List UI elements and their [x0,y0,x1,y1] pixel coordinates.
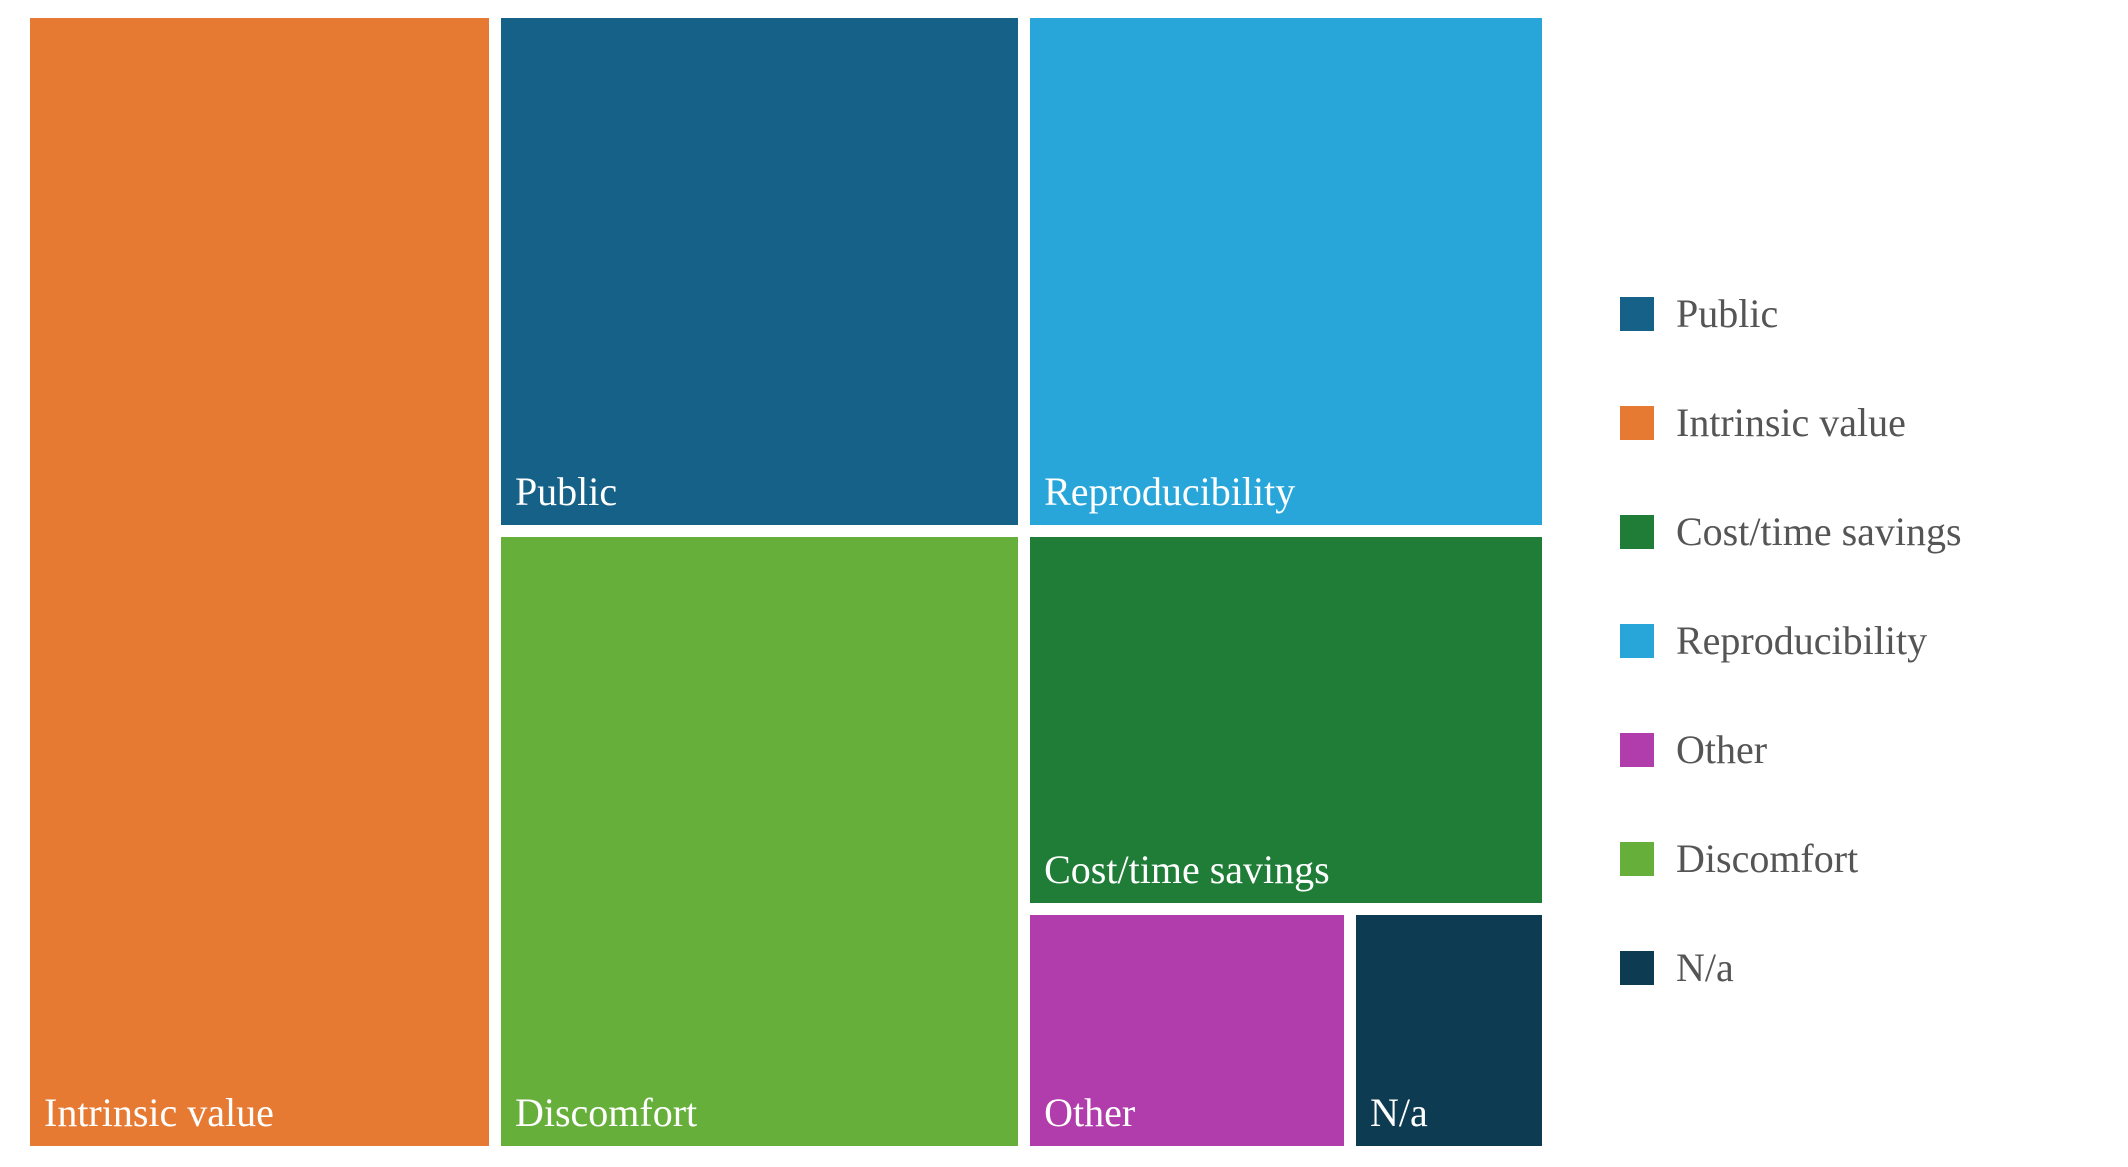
treemap-tile-cost-time-savings: Cost/time savings [1030,537,1542,903]
treemap-tile-label: Cost/time savings [1044,846,1330,893]
legend: Public Intrinsic value Cost/time savings Re… [1620,290,1962,991]
treemap-tile-discomfort: Discomfort [501,537,1018,1146]
legend-label: Discomfort [1676,835,1858,882]
legend-item: Intrinsic value [1620,399,1962,446]
treemap-tile-other: Other [1030,915,1344,1146]
treemap-tile-intrinsic-value: Intrinsic value [30,18,489,1146]
legend-label: N/a [1676,944,1734,991]
treemap-tile-label: Intrinsic value [44,1089,274,1136]
treemap: Intrinsic value Public Discomfort Reproduci… [30,18,1542,1146]
treemap-tile-na: N/a [1356,915,1542,1146]
legend-label: Public [1676,290,1778,337]
legend-item: Other [1620,726,1962,773]
treemap-tile-label: Reproducibility [1044,468,1295,515]
legend-swatch [1620,297,1654,331]
legend-item: Cost/time savings [1620,508,1962,555]
legend-swatch [1620,951,1654,985]
legend-swatch [1620,624,1654,658]
legend-label: Intrinsic value [1676,399,1906,446]
legend-label: Reproducibility [1676,617,1927,664]
treemap-tile-label: N/a [1370,1089,1428,1136]
legend-item: Public [1620,290,1962,337]
treemap-tile-label: Discomfort [515,1089,697,1136]
legend-swatch [1620,733,1654,767]
legend-swatch [1620,842,1654,876]
treemap-tile-label: Other [1044,1089,1135,1136]
treemap-tile-reproducibility: Reproducibility [1030,18,1542,525]
legend-swatch [1620,406,1654,440]
legend-label: Cost/time savings [1676,508,1962,555]
legend-label: Other [1676,726,1767,773]
chart-container: Intrinsic value Public Discomfort Reproduci… [0,0,2128,1167]
legend-item: Discomfort [1620,835,1962,882]
legend-swatch [1620,515,1654,549]
legend-item: N/a [1620,944,1962,991]
legend-item: Reproducibility [1620,617,1962,664]
treemap-tile-public: Public [501,18,1018,525]
treemap-tile-label: Public [515,468,617,515]
